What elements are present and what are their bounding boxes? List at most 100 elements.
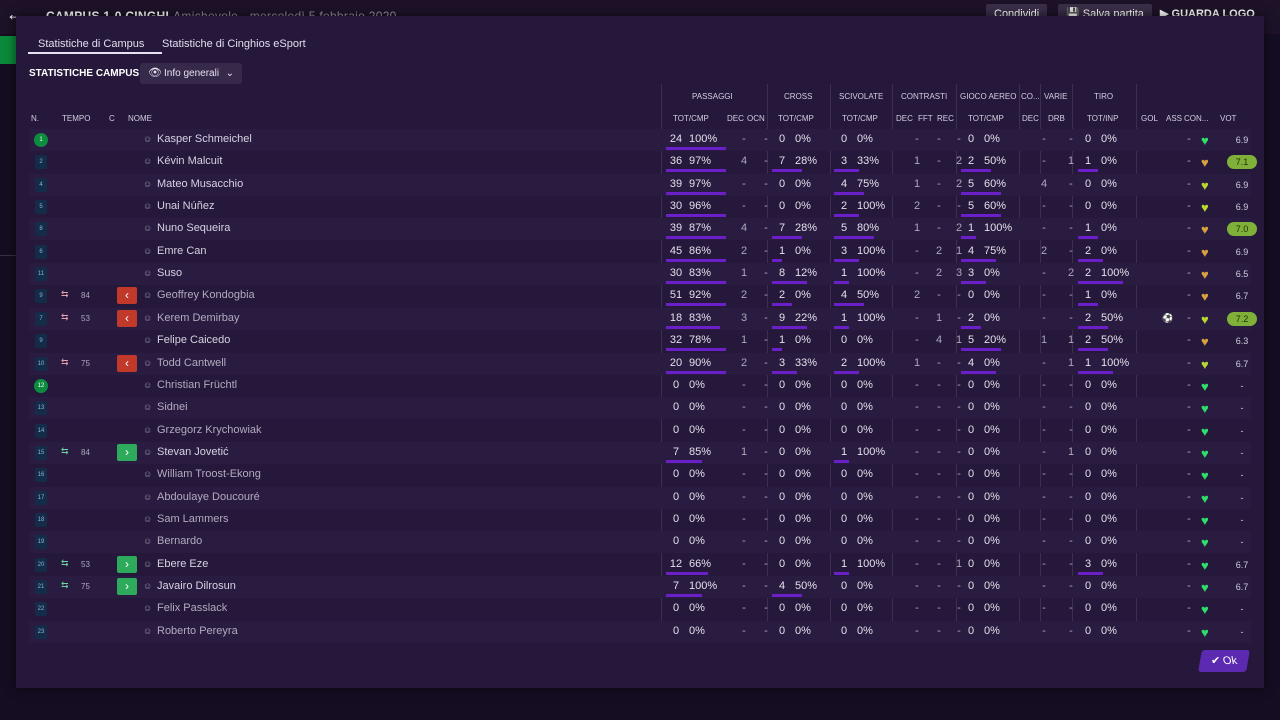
player-name[interactable]: Grzegorz Krychowiak <box>157 423 262 436</box>
table-row[interactable]: 6 ☺ Emre Can 45 86% 2-1 0% 3 100% -2 1 4 75% 2-2 0% - ♥ 6… <box>29 241 1251 263</box>
table-row[interactable]: 13 ☺ Sidnei 0 0% - -0 0% 0 0% - - -0 0% - -0 0% - ♥ - <box>29 397 1251 420</box>
player-rating: - <box>1240 604 1244 615</box>
tackles-bar <box>834 325 849 329</box>
tackles-total: 0 <box>840 624 848 637</box>
co-dec: - <box>1042 311 1046 324</box>
table-row[interactable]: 9 ☺ Felipe Caicedo 32 78% 1-1 0% 0 0% -4 1 5 20% 1 1 2 5… <box>29 330 1251 352</box>
passes-total: 24 <box>669 133 683 145</box>
chevron-left-icon[interactable]: ‹ <box>117 354 137 372</box>
chevron-left-icon[interactable]: ‹ <box>117 309 137 327</box>
player-name[interactable]: Stevan Jovetić <box>157 445 229 458</box>
tab-cinghios-stats[interactable]: Statistiche di Cinghios eSport <box>162 38 306 50</box>
passes-ocn: - <box>764 311 768 324</box>
passes-bar <box>666 169 726 173</box>
duels-dec: - <box>915 244 919 257</box>
crosses-total: 0 <box>778 177 786 190</box>
player-name[interactable]: Unai Núñez <box>157 200 215 213</box>
player-name[interactable]: Bernardo <box>157 535 203 548</box>
passes-ocn: - <box>764 624 768 637</box>
player-name[interactable]: Kerem Demirbay <box>157 311 240 324</box>
player-name[interactable]: Abdoulaye Doucouré <box>157 490 260 503</box>
table-row[interactable]: 5 ☺ Unai Núñez 30 96% - -0 0% 2 100% 2- -5 60% - -0 0% -… <box>29 196 1251 218</box>
passes-total: 0 <box>672 535 680 548</box>
player-name[interactable]: Suso <box>157 267 183 280</box>
tackles-pct: 0% <box>857 624 873 637</box>
shots-bar <box>1078 325 1108 329</box>
duels-rec: 1 <box>955 334 963 347</box>
player-name[interactable]: Kasper Schmeichel <box>157 133 252 145</box>
ok-button[interactable]: ✔ Ok <box>1198 650 1250 672</box>
aerial-total: 0 <box>967 535 975 548</box>
crosses-total: 8 <box>778 267 786 280</box>
passes-dec: 4 <box>740 222 748 235</box>
col-con-dec: DEC <box>896 114 913 123</box>
player-name[interactable]: Sam Lammers <box>157 512 229 525</box>
tab-campus-stats[interactable]: Statistiche di Campus <box>27 38 163 54</box>
aerial-total: 0 <box>967 580 975 592</box>
table-row[interactable]: 9 ⇆ 84 ‹ ☺ Geoffrey Kondogbia 51 92% 2-2 0% 4 50% 2-… <box>29 285 1251 307</box>
table-row[interactable]: 15 ⇆ 84 › ☺ Stevan Jovetić 7 85% 1-0 0% 1 100% - - -0 0… <box>29 441 1251 464</box>
chevron-right-icon[interactable]: › <box>117 555 137 573</box>
table-row[interactable]: 7 ⇆ 53 ‹ ☺ Kerem Demirbay 18 83% 3-9 22% 1 100% -1-2… <box>29 307 1257 330</box>
table-row[interactable]: 22 ☺ Felix Passlack 0 0% - -0 0% 0 0% - - -0 0% - -0 0% -… <box>29 598 1251 620</box>
player-name[interactable]: Roberto Pereyra <box>157 624 238 637</box>
table-row[interactable]: 10 ⇆ 75 ‹ ☺ Todd Cantwell 20 90% 2-3 33% 2 100% 1- -4… <box>29 352 1251 375</box>
condition-heart-icon: ♥ <box>1201 602 1209 618</box>
table-row[interactable]: 14 ☺ Grzegorz Krychowiak 0 0% - -0 0% 0 0% - - -0 0% -… <box>29 420 1251 442</box>
table-row[interactable]: 11 ☺ Suso 30 83% 1-8 12% 1 100% -2 3 3 0% -2 2 100% - ♥ 6.… <box>29 263 1251 286</box>
duels-fft: 1 <box>935 311 943 324</box>
crosses-total: 0 <box>778 557 786 570</box>
aerial-total: 0 <box>967 624 975 637</box>
table-row[interactable]: 1 ☺ Kasper Schmeichel 24 100% - -0 0% 0 0% - - -0 0% -… <box>29 129 1251 151</box>
player-name[interactable]: Sidnei <box>157 401 188 414</box>
passes-pct: 83% <box>689 311 712 324</box>
player-name[interactable]: Mateo Musacchio <box>157 177 244 190</box>
passes-bar <box>666 303 726 307</box>
table-row[interactable]: 21 ⇆ 75 › ☺ Javairo Dilrosun 7 100% - -4 50% 0 0% - - -… <box>29 576 1251 598</box>
aerial-bar <box>961 169 991 173</box>
player-name[interactable]: Nuno Sequeira <box>157 222 231 235</box>
table-row[interactable]: 12 ☺ Christian Früchtl 0 0% - -0 0% 0 0% - - -0 0% - -0… <box>29 375 1251 397</box>
aerial-bar <box>961 325 981 329</box>
player-rating: - <box>1240 425 1244 436</box>
shots-total: 0 <box>1084 177 1092 190</box>
duels-fft: - <box>937 423 941 436</box>
player-rating: 6.7 <box>1235 358 1249 369</box>
table-row[interactable]: 8 ☺ Nuno Sequeira 39 87% 4-7 28% 5 80% 1-2 1 100% - -… <box>29 218 1257 241</box>
tackles-pct: 0% <box>857 535 873 548</box>
tackles-pct: 0% <box>857 334 873 347</box>
table-row[interactable]: 2 ☺ Kévin Malcuit 36 97% 4-7 28% 3 33% 1-2 2 50% -1 1… <box>29 151 1257 173</box>
table-row[interactable]: 23 ☺ Roberto Pereyra 0 0% - -0 0% 0 0% - - -0 0% - -0 0%… <box>29 620 1251 643</box>
crosses-pct: 0% <box>795 200 811 213</box>
player-name[interactable]: Todd Cantwell <box>157 356 227 369</box>
passes-ocn: - <box>764 133 768 145</box>
player-name[interactable]: Javairo Dilrosun <box>157 580 236 592</box>
player-name[interactable]: Christian Früchtl <box>157 378 238 391</box>
passes-bar <box>666 459 702 463</box>
chevron-left-icon[interactable]: ‹ <box>117 287 137 305</box>
player-name[interactable]: Kévin Malcuit <box>157 155 223 168</box>
view-dropdown[interactable]: 👁 Info generali ⌄ <box>140 63 242 84</box>
player-name[interactable]: Felix Passlack <box>157 602 228 615</box>
player-name[interactable]: Felipe Caicedo <box>157 334 231 347</box>
table-row[interactable]: 20 ⇆ 53 › ☺ Ebere Eze 12 66% - -0 0% 1 100% - -1 0 0% - -3… <box>29 554 1251 576</box>
tackles-total: 4 <box>840 177 848 190</box>
table-row[interactable]: 16 ☺ William Troost-Ekong 0 0% - -0 0% 0 0% - - -0 0%… <box>29 464 1251 486</box>
co-dec: - <box>1042 401 1046 414</box>
crosses-bar <box>772 325 807 329</box>
player-name[interactable]: Ebere Eze <box>157 557 209 570</box>
player-name[interactable]: Geoffrey Kondogbia <box>157 289 255 302</box>
chevron-right-icon[interactable]: › <box>117 578 137 595</box>
table-row[interactable]: 4 ☺ Mateo Musacchio 39 97% - -0 0% 4 75% 1-2 5 60% 4-… <box>29 173 1251 196</box>
table-row[interactable]: 17 ☺ Abdoulaye Doucouré 0 0% - -0 0% 0 0% - - -0 0% - -… <box>29 486 1251 509</box>
passes-ocn: - <box>764 401 768 414</box>
dribbles: - <box>1069 244 1073 257</box>
player-name[interactable]: William Troost-Ekong <box>157 468 261 481</box>
table-row[interactable]: 18 ☺ Sam Lammers 0 0% - -0 0% 0 0% - - -0 0% - -0 0% - ♥ - <box>29 509 1251 531</box>
table-row[interactable]: 19 ☺ Bernardo 0 0% - -0 0% 0 0% - - -0 0% - -0 0% - ♥ - <box>29 531 1251 554</box>
passes-total: 12 <box>669 557 683 570</box>
player-name[interactable]: Emre Can <box>157 244 207 257</box>
chevron-right-icon[interactable]: › <box>117 443 137 461</box>
goal-ball-icon: ⚽ <box>1162 312 1174 323</box>
duels-dec: 2 <box>913 289 921 302</box>
